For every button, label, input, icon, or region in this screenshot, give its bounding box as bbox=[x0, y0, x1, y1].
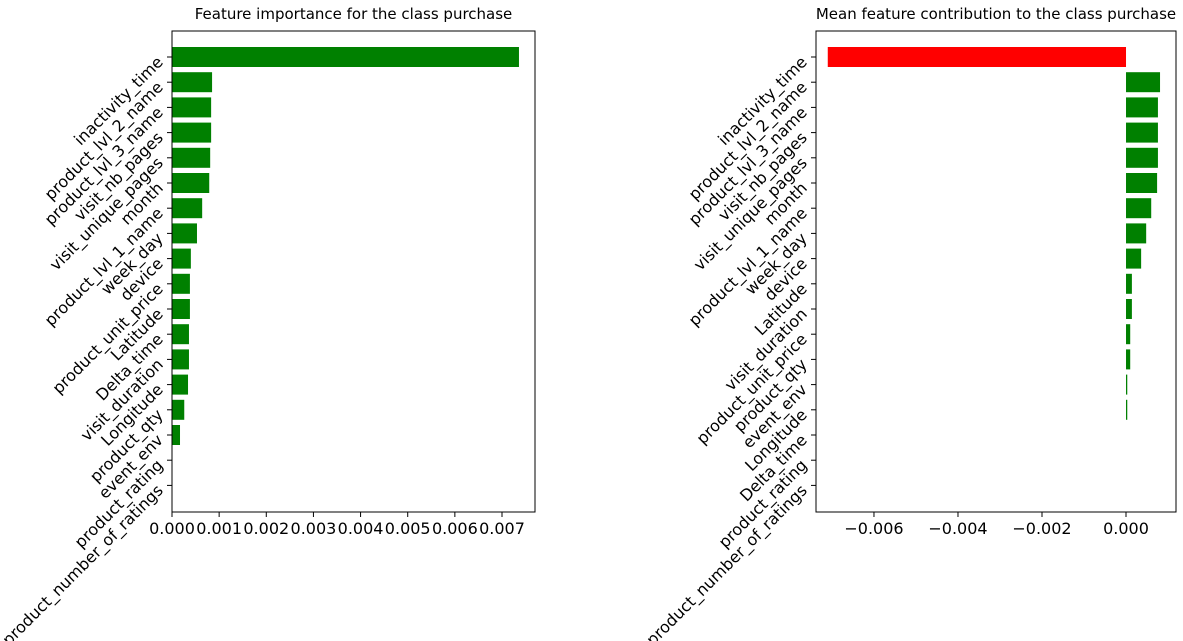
bar bbox=[172, 273, 190, 294]
bar bbox=[172, 173, 210, 193]
bar bbox=[172, 97, 212, 118]
bar bbox=[172, 299, 190, 319]
x-tick-label: 0.000 bbox=[149, 519, 195, 538]
x-tick-label: 0.005 bbox=[385, 519, 431, 538]
bar bbox=[1126, 349, 1131, 370]
bar bbox=[1126, 324, 1131, 345]
bar bbox=[172, 324, 189, 345]
bar bbox=[172, 399, 185, 420]
x-tick-label: 0.007 bbox=[479, 519, 525, 538]
bar bbox=[1126, 72, 1161, 93]
bar bbox=[1126, 248, 1142, 269]
axes-frame bbox=[171, 30, 536, 513]
bar bbox=[1126, 147, 1158, 168]
bar bbox=[172, 147, 211, 168]
bar bbox=[172, 72, 213, 93]
x-tick-label: 0.002 bbox=[243, 519, 289, 538]
bar bbox=[1126, 223, 1147, 244]
bar bbox=[1126, 374, 1128, 395]
bar bbox=[172, 198, 203, 219]
bar bbox=[1126, 198, 1152, 219]
x-tick-label: 0.006 bbox=[432, 519, 478, 538]
x-tick-label: 0.004 bbox=[338, 519, 384, 538]
y-tick-label: product_number_of_ratings bbox=[0, 481, 168, 641]
chart-title: Feature importance for the class purchas… bbox=[195, 5, 513, 23]
bar bbox=[172, 425, 181, 445]
bar bbox=[172, 248, 191, 269]
x-tick-label: 0.003 bbox=[291, 519, 337, 538]
axes-frame bbox=[815, 30, 1177, 513]
bar bbox=[1126, 299, 1132, 319]
bar bbox=[1126, 97, 1158, 118]
y-tick-label: product_number_of_ratings bbox=[642, 481, 811, 641]
x-tick-label: 0.001 bbox=[196, 519, 242, 538]
bar bbox=[1126, 273, 1132, 294]
x-tick-label: 0.000 bbox=[1103, 519, 1149, 538]
chart-title: Mean feature contribution to the class p… bbox=[816, 5, 1176, 23]
x-tick-label: −0.004 bbox=[928, 519, 987, 538]
bar bbox=[172, 223, 197, 244]
bar bbox=[172, 349, 189, 370]
x-tick-label: −0.002 bbox=[1012, 519, 1071, 538]
x-tick-label: −0.006 bbox=[844, 519, 903, 538]
bar bbox=[1126, 173, 1158, 193]
bar bbox=[172, 47, 519, 67]
bar bbox=[1126, 122, 1158, 143]
bar bbox=[827, 47, 1127, 67]
bar bbox=[172, 374, 189, 395]
bar bbox=[172, 122, 212, 143]
bar bbox=[1126, 399, 1128, 420]
